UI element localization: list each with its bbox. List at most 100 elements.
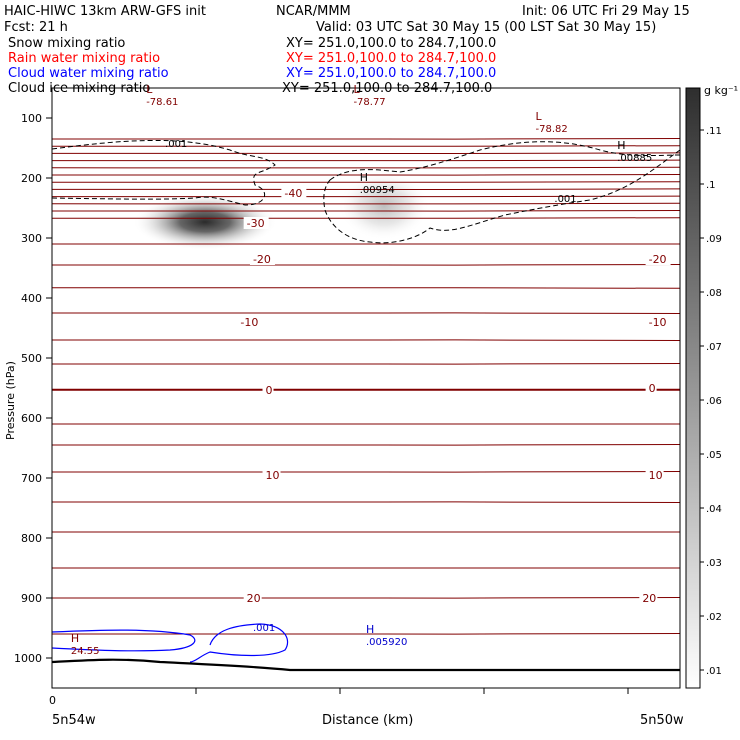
terrain-line (52, 658, 680, 672)
temperature-contour-label: -10 (240, 316, 258, 329)
y-tick-label: 500 (21, 352, 42, 365)
isotherm-line (52, 287, 680, 289)
temperature-contour-label: 0 (266, 384, 273, 397)
field-cloudwater-xy: XY= 251.0,100.0 to 284.7,100.0 (286, 66, 496, 81)
field-rain-label: Rain water mixing ratio (8, 51, 160, 66)
y-tick-label: 600 (21, 412, 42, 425)
title: HAIC-HIWC 13km ARW-GFS init (4, 4, 206, 19)
isotherm-line (52, 166, 680, 169)
org-label: NCAR/MMM (276, 4, 351, 19)
contour-label-bg (281, 187, 307, 199)
y-tick-label: 700 (21, 472, 42, 485)
y-tick-label: 400 (21, 292, 42, 305)
valid-label: Valid: 03 UTC Sat 30 May 15 (00 LST Sat … (316, 20, 656, 35)
forecast-hour: Fcst: 21 h (4, 20, 68, 35)
temperature-contour-label: -40 (284, 187, 302, 200)
temperature-contour-label: -20 (649, 253, 667, 266)
isotherm-line (52, 633, 680, 635)
init-label: Init: 06 UTC Fri 29 May 15 (522, 4, 690, 19)
colorbar-tick-label: .01 (706, 666, 722, 677)
temperature-contour-label: 10 (649, 469, 663, 482)
temperature-contour-label: 10 (266, 469, 280, 482)
extremum-marker: L (353, 83, 360, 96)
plot-frame (51, 87, 681, 689)
colorbar-tick-label: .11 (706, 126, 722, 137)
x-start-label: 5n54w (52, 713, 96, 728)
isotherms (52, 138, 680, 635)
temperature-contour-label: 20 (642, 592, 656, 605)
isotherm-line (52, 195, 680, 198)
y-tick-label: 1000 (14, 652, 42, 665)
dashed-contour-right (323, 141, 680, 244)
isotherm-line (52, 444, 680, 446)
contour-value-label: .001 (554, 194, 576, 205)
contour-label-bg (262, 469, 281, 481)
colorbar-ticks: .01 .02 .03 .04 .05 .06 .07 .08 .09 .1 .11 (700, 126, 722, 677)
isotherm-line (52, 217, 680, 219)
colorbar-tick-label: .08 (706, 288, 722, 299)
contour-label-bg (249, 253, 275, 265)
colorbar-tick-label: .1 (706, 180, 716, 191)
contour-label-bg (645, 382, 657, 394)
y-tick-label: 300 (21, 232, 42, 245)
x-axis-ticks (195, 688, 629, 694)
colorbar-tick-label: .07 (706, 342, 722, 353)
extremum-value: -78.61 (146, 97, 178, 108)
isotherm-line (52, 312, 680, 314)
isotherm-line (52, 597, 680, 599)
contour-label-bg (645, 316, 671, 328)
temperature-contour-label: 0 (649, 382, 656, 395)
isotherm-line (52, 471, 680, 473)
contour-label-bg (645, 253, 671, 265)
field-snow-label: Snow mixing ratio (8, 36, 125, 51)
colorbar-tick-label: .02 (706, 612, 722, 623)
x-axis-label: Distance (km) (322, 713, 413, 728)
dashed-contour-left (52, 139, 276, 206)
colorbar-tick-label: .03 (706, 558, 722, 569)
contour-value-label: .001 (165, 139, 187, 150)
colorbar-tick-label: .06 (706, 396, 722, 407)
extremum-marker: H (617, 139, 625, 152)
extremum-value: 24.55 (71, 646, 100, 657)
extremum-value: .00885 (617, 153, 652, 164)
isotherm-line (52, 210, 680, 212)
isotherm-line (52, 264, 680, 266)
x-zero-label: 0 (49, 694, 56, 707)
colorbar-unit: g kg⁻¹ (704, 84, 738, 97)
contour-label-bg (243, 592, 262, 604)
isotherm-line (52, 174, 680, 176)
field-rain-xy: XY= 251.0,100.0 to 284.7,100.0 (286, 51, 496, 66)
isotherm-line (52, 501, 680, 503)
temperature-contour-label: -10 (649, 316, 667, 329)
temperature-contour-label: 20 (247, 592, 261, 605)
y-axis: 100 200 300 400 500 600 700 800 900 1000 (14, 112, 52, 665)
isotherm-line (52, 339, 680, 341)
temperature-contour-label: -20 (253, 253, 271, 266)
colorbar-tick-label: .04 (706, 504, 722, 515)
isotherm-line (52, 202, 680, 205)
extremum-marker: L (146, 83, 153, 96)
contour-value-label: .001 (253, 623, 275, 634)
isotherm-line (52, 138, 680, 140)
isotherm-line (52, 159, 680, 162)
contour-label-bg (243, 217, 269, 229)
extremum-value: .00954 (360, 185, 395, 196)
isotherm-line (52, 145, 680, 147)
extremum-marker: H (71, 632, 79, 645)
colorbar-tick-label: .05 (706, 450, 722, 461)
y-axis-label: Pressure (hPa) (4, 361, 17, 440)
isotherm-line (52, 363, 680, 365)
contour-label-bg (237, 316, 263, 328)
extremum-marker: L (536, 110, 543, 123)
isotherm-line (52, 181, 680, 183)
field-snow-xy: XY= 251.0,100.0 to 284.7,100.0 (286, 36, 496, 51)
contour-label-bg (639, 592, 658, 604)
y-tick-label: 900 (21, 592, 42, 605)
contour-label-bg (262, 383, 274, 396)
colorbar (685, 87, 701, 689)
temperature-contour-label: -30 (247, 217, 265, 230)
field-cloudwater-label: Cloud water mixing ratio (8, 66, 169, 81)
isotherm-line (52, 188, 680, 190)
